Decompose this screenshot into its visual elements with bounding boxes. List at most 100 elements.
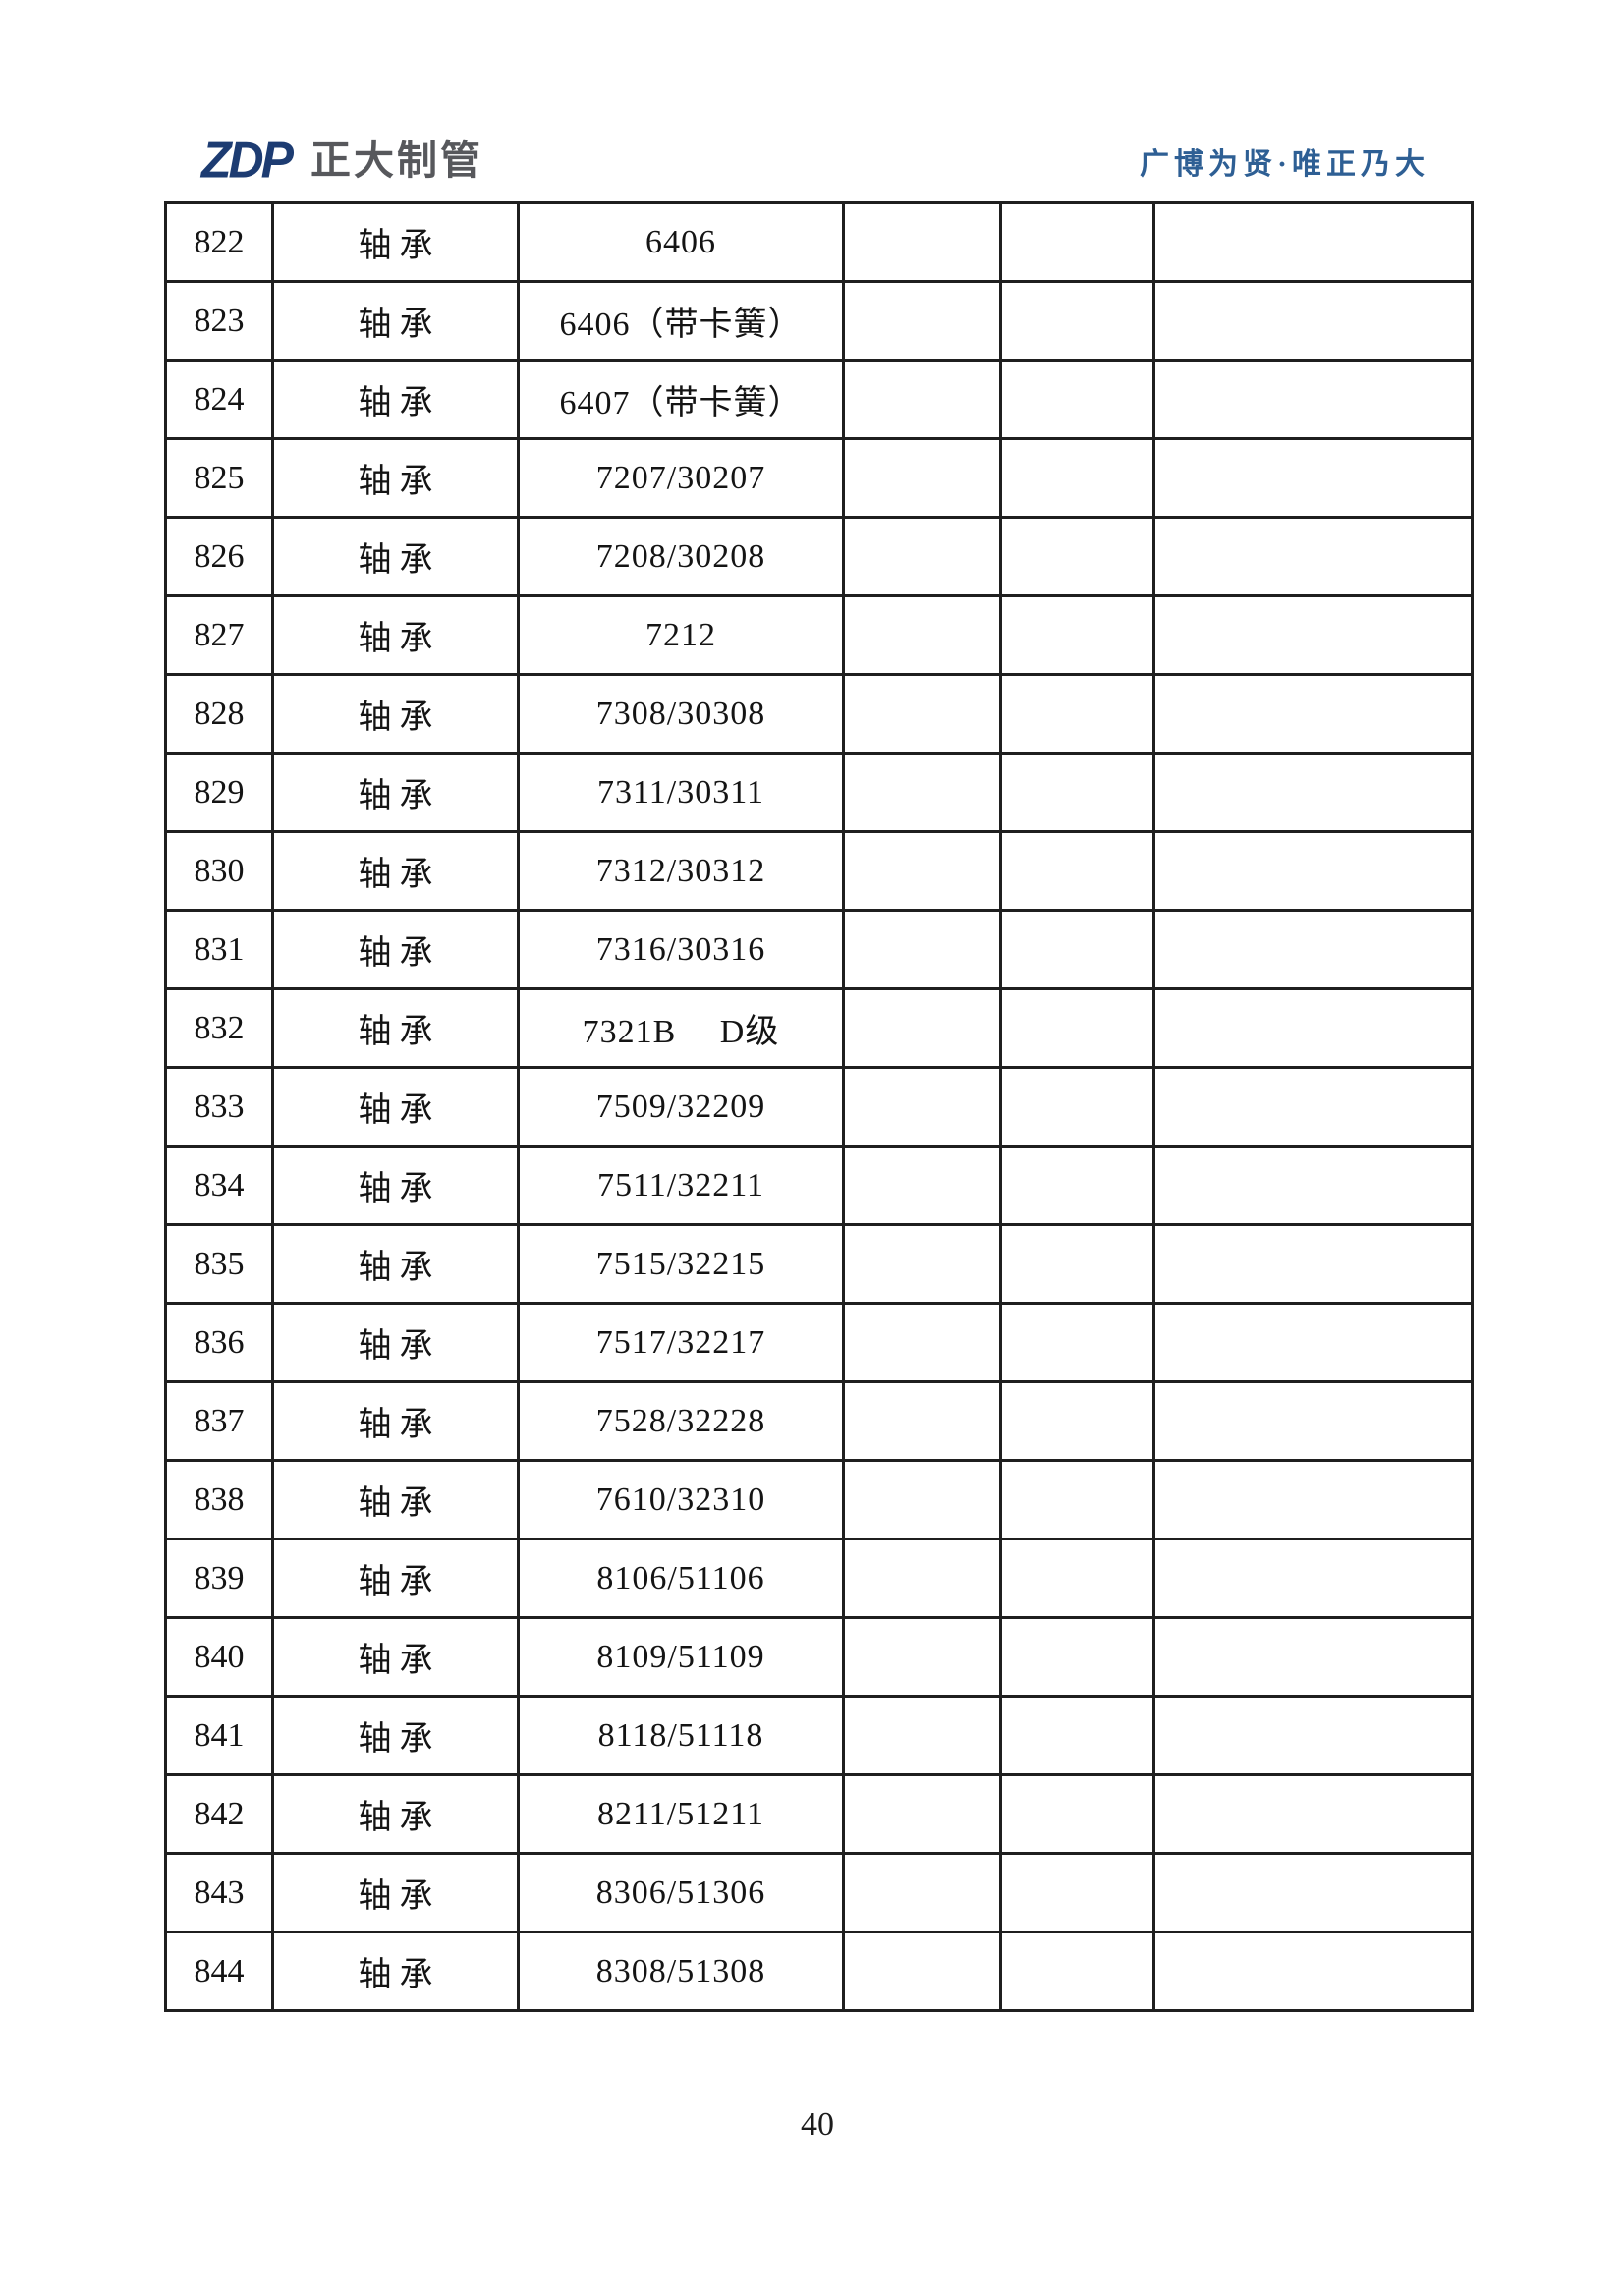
row-number-cell: 839 bbox=[164, 1538, 274, 1619]
row-number-cell: 829 bbox=[164, 752, 274, 833]
item-name-cell: 轴承 bbox=[271, 1066, 520, 1148]
zdp-logo: ZDP bbox=[201, 131, 294, 190]
item-name-cell: 轴承 bbox=[271, 280, 520, 362]
row-number-cell: 825 bbox=[164, 437, 274, 519]
row-number-cell: 837 bbox=[164, 1380, 274, 1462]
spec-cell: 7311/30311 bbox=[517, 752, 845, 833]
item-name-cell: 轴承 bbox=[271, 1459, 520, 1540]
table-row: 824 轴承 6407（带卡簧） bbox=[164, 359, 1474, 440]
table-row: 831 轴承 7316/30316 bbox=[164, 909, 1474, 990]
row-number-cell: 830 bbox=[164, 830, 274, 912]
empty-cell bbox=[842, 437, 1002, 519]
empty-cell bbox=[1152, 1380, 1474, 1462]
empty-cell bbox=[999, 1773, 1155, 1855]
company-name-logo: 正大制管 bbox=[310, 138, 483, 183]
item-name-cell: 轴承 bbox=[271, 987, 520, 1069]
item-name-cell: 轴承 bbox=[271, 1223, 520, 1305]
empty-cell bbox=[842, 201, 1002, 283]
table-row: 843 轴承 8306/51306 bbox=[164, 1852, 1474, 1933]
table-row: 837 轴承 7528/32228 bbox=[164, 1380, 1474, 1462]
table-row: 835 轴承 7515/32215 bbox=[164, 1223, 1474, 1305]
empty-cell bbox=[1152, 1145, 1474, 1226]
letterhead: ZDP 正大制管 bbox=[201, 131, 483, 190]
table-row: 833 轴承 7509/32209 bbox=[164, 1066, 1474, 1148]
row-number-cell: 832 bbox=[164, 987, 274, 1069]
empty-cell bbox=[1152, 1773, 1474, 1855]
spec-cell: 7610/32310 bbox=[517, 1459, 845, 1540]
empty-cell bbox=[999, 673, 1155, 755]
row-number-cell: 835 bbox=[164, 1223, 274, 1305]
item-name-cell: 轴承 bbox=[271, 830, 520, 912]
item-name-cell: 轴承 bbox=[271, 1695, 520, 1776]
spec-cell: 8308/51308 bbox=[517, 1931, 845, 2012]
table-row: 839 轴承 8106/51106 bbox=[164, 1538, 1474, 1619]
empty-cell bbox=[842, 516, 1002, 597]
empty-cell bbox=[999, 987, 1155, 1069]
empty-cell bbox=[1152, 987, 1474, 1069]
spec-cell: 7517/32217 bbox=[517, 1302, 845, 1383]
spec-cell: 8109/51109 bbox=[517, 1616, 845, 1698]
item-name-cell: 轴承 bbox=[271, 909, 520, 990]
item-name-cell: 轴承 bbox=[271, 1616, 520, 1698]
row-number-cell: 822 bbox=[164, 201, 274, 283]
empty-cell bbox=[999, 1538, 1155, 1619]
table-row: 844 轴承 8308/51308 bbox=[164, 1931, 1474, 2012]
parts-table-body: 822 轴承 6406 823 轴承 6406（带卡簧） 824 轴承 6407（带卡簧） 825… bbox=[164, 201, 1474, 2012]
item-name-cell: 轴承 bbox=[271, 594, 520, 676]
empty-cell bbox=[999, 437, 1155, 519]
empty-cell bbox=[1152, 359, 1474, 440]
empty-cell bbox=[999, 1380, 1155, 1462]
empty-cell bbox=[1152, 516, 1474, 597]
parts-table: 822 轴承 6406 823 轴承 6406（带卡簧） 824 轴承 6407（带卡簧） 825… bbox=[164, 201, 1474, 2012]
table-row: 836 轴承 7517/32217 bbox=[164, 1302, 1474, 1383]
empty-cell bbox=[1152, 830, 1474, 912]
spec-cell: 7528/32228 bbox=[517, 1380, 845, 1462]
empty-cell bbox=[1152, 1459, 1474, 1540]
table-row: 828 轴承 7308/30308 bbox=[164, 673, 1474, 755]
item-name-cell: 轴承 bbox=[271, 1145, 520, 1226]
empty-cell bbox=[999, 1066, 1155, 1148]
empty-cell bbox=[842, 1223, 1002, 1305]
item-name-cell: 轴承 bbox=[271, 359, 520, 440]
table-row: 830 轴承 7312/30312 bbox=[164, 830, 1474, 912]
empty-cell bbox=[999, 516, 1155, 597]
empty-cell bbox=[1152, 1538, 1474, 1619]
table-row: 829 轴承 7311/30311 bbox=[164, 752, 1474, 833]
table-row: 840 轴承 8109/51109 bbox=[164, 1616, 1474, 1698]
table-row: 842 轴承 8211/51211 bbox=[164, 1773, 1474, 1855]
empty-cell bbox=[1152, 280, 1474, 362]
row-number-cell: 841 bbox=[164, 1695, 274, 1776]
spec-cell: 7308/30308 bbox=[517, 673, 845, 755]
spec-cell: 7515/32215 bbox=[517, 1223, 845, 1305]
spec-cell: 8306/51306 bbox=[517, 1852, 845, 1933]
empty-cell bbox=[842, 1380, 1002, 1462]
spec-cell: 7316/30316 bbox=[517, 909, 845, 990]
empty-cell bbox=[842, 1773, 1002, 1855]
empty-cell bbox=[999, 830, 1155, 912]
spec-cell: 8211/51211 bbox=[517, 1773, 845, 1855]
empty-cell bbox=[999, 594, 1155, 676]
empty-cell bbox=[842, 280, 1002, 362]
item-name-cell: 轴承 bbox=[271, 1931, 520, 2012]
empty-cell bbox=[842, 673, 1002, 755]
empty-cell bbox=[999, 201, 1155, 283]
row-number-cell: 827 bbox=[164, 594, 274, 676]
empty-cell bbox=[999, 1302, 1155, 1383]
table-row: 832 轴承 7321B D级 bbox=[164, 987, 1474, 1069]
row-number-cell: 840 bbox=[164, 1616, 274, 1698]
table-row: 826 轴承 7208/30208 bbox=[164, 516, 1474, 597]
empty-cell bbox=[842, 1852, 1002, 1933]
spec-cell: 7207/30207 bbox=[517, 437, 845, 519]
table-row: 841 轴承 8118/51118 bbox=[164, 1695, 1474, 1776]
row-number-cell: 831 bbox=[164, 909, 274, 990]
empty-cell bbox=[999, 752, 1155, 833]
row-number-cell: 834 bbox=[164, 1145, 274, 1226]
item-name-cell: 轴承 bbox=[271, 1773, 520, 1855]
empty-cell bbox=[999, 1459, 1155, 1540]
empty-cell bbox=[842, 1459, 1002, 1540]
row-number-cell: 836 bbox=[164, 1302, 274, 1383]
row-number-cell: 828 bbox=[164, 673, 274, 755]
empty-cell bbox=[842, 830, 1002, 912]
row-number-cell: 844 bbox=[164, 1931, 274, 2012]
